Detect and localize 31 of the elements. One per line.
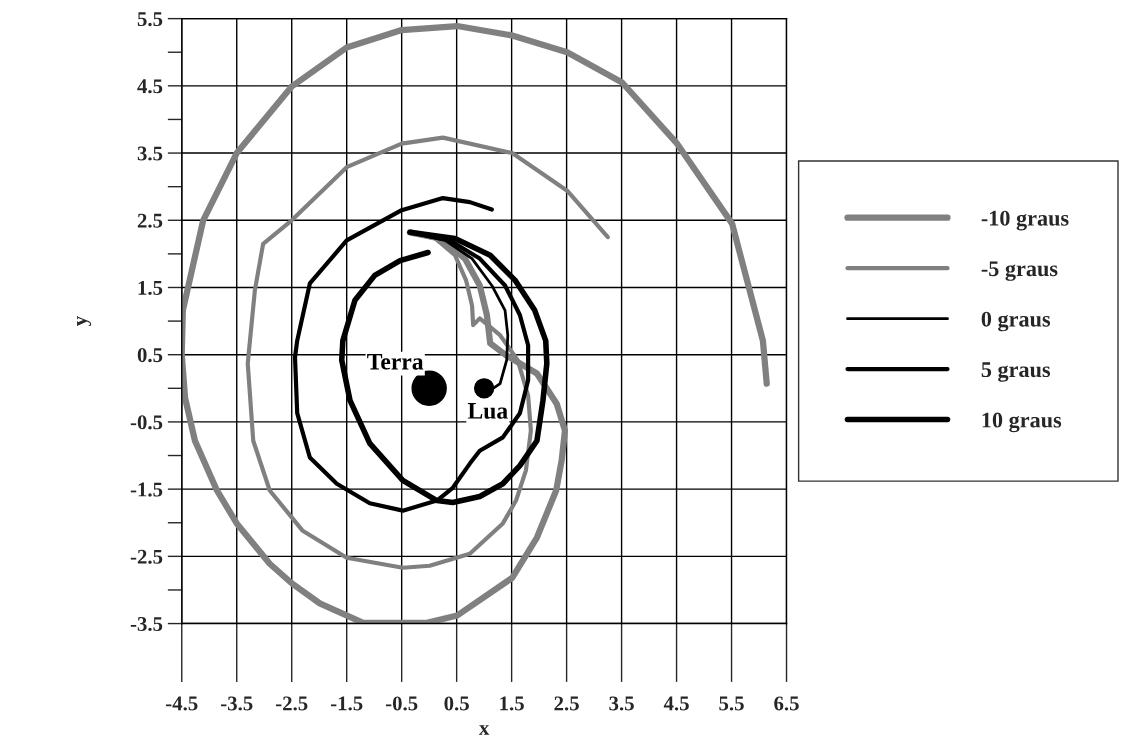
y-tick-label: 4.5 xyxy=(137,79,163,94)
y-tick-label: -2.5 xyxy=(130,549,163,564)
series-label: Lua xyxy=(467,403,508,419)
x-tick-label: 1.5 xyxy=(500,696,524,711)
x-tick-label: 3.5 xyxy=(609,696,634,711)
x-tick-label: -4.5 xyxy=(166,696,198,711)
legend-label: -10 graus xyxy=(981,210,1069,231)
y-axis-title: y xyxy=(77,316,92,327)
x-tick-label: -1.5 xyxy=(330,696,363,711)
x-axis-title: x xyxy=(479,725,490,735)
x-tick-label: -3.5 xyxy=(221,696,253,711)
y-tick-label: -1.5 xyxy=(130,482,163,497)
legend-label: -5 graus xyxy=(981,261,1058,281)
y-tick-label: -0.5 xyxy=(130,415,163,430)
legend-label: 0 graus xyxy=(981,311,1051,332)
x-tick-label: 0.5 xyxy=(444,696,469,711)
x-tick-label: 5.5 xyxy=(719,696,744,711)
y-tick-label: 1.5 xyxy=(138,280,163,296)
y-tick-label: -3.5 xyxy=(130,617,163,632)
series-label: Terra xyxy=(367,353,424,370)
y-tick-label: 5.5 xyxy=(137,12,163,27)
x-tick-label: 6.5 xyxy=(774,696,799,711)
y-tick-label: 2.5 xyxy=(137,213,163,228)
y-tick-label: 3.5 xyxy=(137,146,163,161)
x-tick-label: 2.5 xyxy=(554,696,579,711)
legend-label: 5 graus xyxy=(981,362,1051,382)
x-tick-label: -0.5 xyxy=(385,696,418,711)
y-tick-label: 0.5 xyxy=(137,348,163,363)
x-tick-label: 4.5 xyxy=(663,696,689,711)
x-tick-label: -2.5 xyxy=(275,696,308,711)
legend-label: 10 graus xyxy=(982,412,1062,433)
